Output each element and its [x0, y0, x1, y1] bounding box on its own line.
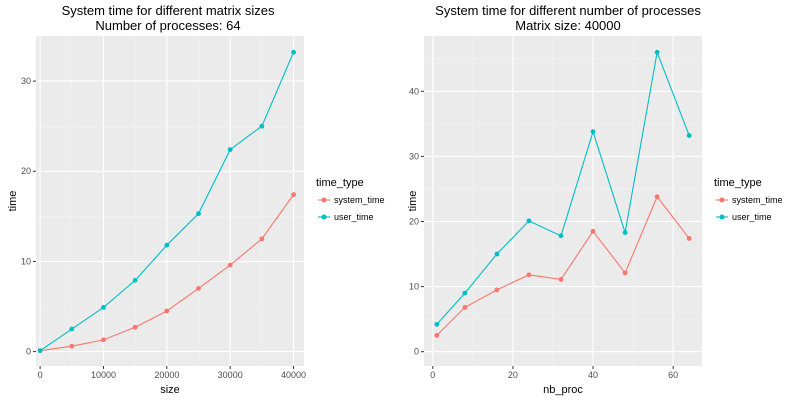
data-point-system-time — [526, 272, 532, 278]
x-tick-label: 60 — [668, 370, 678, 380]
x-axis-label: size — [160, 384, 180, 396]
data-point-system-time — [101, 337, 106, 343]
x-tick-label: 20 — [508, 370, 518, 380]
data-point-user-time — [227, 147, 233, 153]
x-tick-label: 40 — [588, 370, 598, 380]
legend: time_type system_time user_time — [316, 177, 385, 222]
data-point-user-time — [259, 123, 265, 129]
axis-ticks: 0 10 20 30 0 10000 20000 30000 40000 — [21, 76, 306, 380]
x-axis-label: nb_proc — [543, 384, 583, 396]
y-axis-label: time — [7, 191, 19, 212]
data-point-user-time — [291, 49, 296, 55]
legend-item-system-time: system_time — [716, 195, 783, 205]
x-tick-label: 20000 — [154, 370, 179, 380]
data-point-system-time — [654, 194, 660, 200]
legend-label-user-time: user_time — [732, 212, 772, 222]
x-tick-label: 30000 — [218, 370, 243, 380]
data-point-system-time — [196, 286, 201, 291]
legend-key-point-system-time — [321, 197, 327, 203]
y-tick-label: 10 — [21, 256, 31, 266]
legend-item-user-time: user_time — [318, 212, 374, 222]
data-point-system-time — [558, 277, 564, 282]
chart-title: System time for different number of proc… — [435, 3, 701, 18]
data-point-system-time — [291, 192, 296, 198]
chart-title: System time for different matrix sizes — [62, 3, 275, 18]
y-tick-label: 20 — [21, 166, 31, 176]
y-tick-label: 20 — [409, 217, 419, 227]
data-point-user-time — [686, 133, 692, 138]
legend-item-system-time: system_time — [318, 195, 385, 205]
data-point-user-time — [101, 304, 106, 310]
data-point-system-time — [590, 228, 596, 234]
grid-lines — [424, 36, 702, 366]
data-point-user-time — [434, 321, 440, 327]
data-point-user-time — [37, 348, 43, 354]
data-point-user-time — [558, 233, 564, 239]
data-point-system-time — [132, 324, 138, 330]
legend-title: time_type — [316, 177, 364, 189]
data-point-system-time — [686, 236, 692, 241]
y-tick-label: 40 — [409, 86, 419, 96]
legend-title: time_type — [714, 177, 762, 189]
chart-matrix-sizes: System time for different matrix sizes N… — [7, 3, 385, 396]
data-point-user-time — [526, 218, 532, 224]
y-axis-label: time — [407, 191, 419, 212]
x-tick-label: 10000 — [91, 370, 116, 380]
data-point-user-time — [132, 277, 138, 283]
data-point-system-time — [622, 270, 628, 276]
data-point-user-time — [69, 326, 75, 332]
axis-ticks: 0 10 20 30 40 0 20 40 60 — [409, 86, 678, 380]
data-point-system-time — [259, 236, 265, 242]
data-point-user-time — [494, 251, 500, 257]
data-marks — [37, 49, 296, 354]
y-tick-label: 10 — [409, 282, 419, 292]
chart-subtitle: Matrix size: 40000 — [515, 18, 621, 33]
data-point-user-time — [654, 49, 660, 55]
legend-key-point-system-time — [719, 197, 725, 203]
data-point-system-time — [434, 333, 440, 338]
legend-label-system-time: system_time — [334, 195, 385, 205]
data-point-user-time — [462, 290, 468, 296]
x-tick-label: 0 — [38, 370, 43, 380]
chart-subtitle: Number of processes: 64 — [95, 18, 240, 33]
data-point-system-time — [462, 305, 468, 310]
data-point-user-time — [590, 129, 596, 135]
legend: time_type system_time user_time — [714, 177, 783, 222]
legend-item-user-time: user_time — [716, 212, 772, 222]
legend-key-point-user-time — [719, 214, 725, 220]
legend-key-point-user-time — [321, 214, 327, 220]
y-tick-label: 0 — [414, 347, 419, 357]
y-tick-label: 30 — [21, 76, 31, 86]
y-tick-label: 30 — [409, 151, 419, 161]
data-point-user-time — [196, 211, 201, 217]
plot-panel — [36, 36, 304, 366]
y-tick-label: 0 — [26, 347, 31, 357]
data-point-system-time — [69, 343, 75, 349]
data-point-user-time — [622, 230, 628, 235]
x-tick-label: 0 — [430, 370, 435, 380]
chart-number-of-processes: System time for different number of proc… — [407, 3, 783, 396]
data-point-system-time — [494, 287, 500, 293]
data-point-system-time — [227, 262, 233, 268]
data-marks — [434, 49, 692, 338]
x-tick-label: 40000 — [281, 370, 306, 380]
legend-label-user-time: user_time — [334, 212, 374, 222]
data-point-user-time — [164, 242, 170, 248]
legend-label-system-time: system_time — [732, 195, 783, 205]
data-point-system-time — [164, 308, 170, 314]
